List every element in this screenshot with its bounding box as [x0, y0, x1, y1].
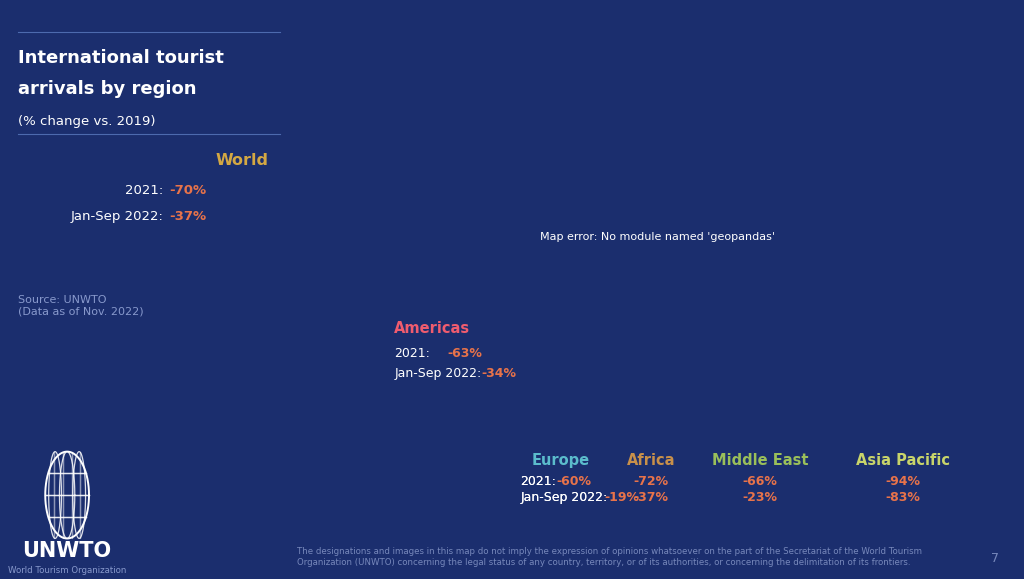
- Text: Asia Pacific: Asia Pacific: [856, 453, 950, 468]
- Text: 2021:: 2021:: [394, 347, 430, 360]
- Text: -23%: -23%: [742, 491, 777, 504]
- Text: arrivals by region: arrivals by region: [17, 80, 196, 98]
- Text: Americas: Americas: [394, 321, 470, 336]
- Text: -34%: -34%: [481, 367, 516, 379]
- Text: -72%: -72%: [634, 475, 669, 488]
- Text: UNWTO: UNWTO: [23, 541, 112, 561]
- Text: Source: UNWTO
(Data as of Nov. 2022): Source: UNWTO (Data as of Nov. 2022): [17, 295, 143, 317]
- Text: Jan-Sep 2022:: Jan-Sep 2022:: [520, 491, 607, 504]
- Text: Africa: Africa: [627, 453, 676, 468]
- Text: 7: 7: [991, 552, 999, 565]
- Text: Jan-Sep 2022:: Jan-Sep 2022:: [520, 491, 607, 504]
- Text: -60%: -60%: [556, 475, 591, 488]
- Text: -70%: -70%: [169, 184, 207, 196]
- Text: -37%: -37%: [169, 210, 207, 222]
- Text: 2021:: 2021:: [520, 475, 556, 488]
- Text: -37%: -37%: [634, 491, 669, 504]
- Text: 2021:: 2021:: [125, 184, 164, 196]
- Text: (% change vs. 2019): (% change vs. 2019): [17, 115, 155, 127]
- Text: International tourist: International tourist: [17, 49, 223, 67]
- Text: Middle East: Middle East: [712, 453, 808, 468]
- Text: 2021:: 2021:: [520, 475, 556, 488]
- Text: World Tourism Organization: World Tourism Organization: [8, 566, 126, 576]
- Text: -63%: -63%: [447, 347, 482, 360]
- Text: -83%: -83%: [886, 491, 921, 504]
- Text: Jan-Sep 2022:: Jan-Sep 2022:: [394, 367, 481, 379]
- Text: The designations and images in this map do not imply the expression of opinions : The designations and images in this map …: [297, 547, 922, 567]
- Text: Map error: No module named 'geopandas': Map error: No module named 'geopandas': [541, 232, 775, 243]
- Text: -94%: -94%: [886, 475, 921, 488]
- Text: -19%: -19%: [604, 491, 639, 504]
- Text: World: World: [215, 153, 268, 168]
- Text: -66%: -66%: [742, 475, 777, 488]
- Text: Europe: Europe: [532, 453, 590, 468]
- Text: Jan-Sep 2022:: Jan-Sep 2022:: [71, 210, 164, 222]
